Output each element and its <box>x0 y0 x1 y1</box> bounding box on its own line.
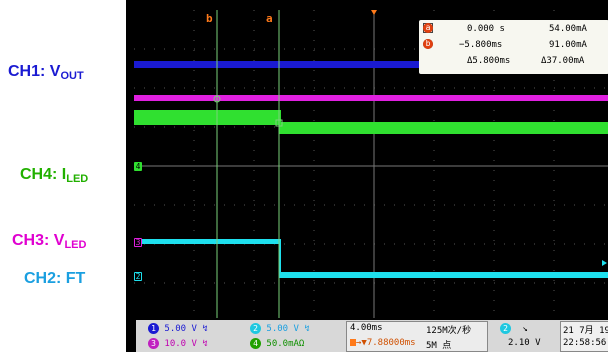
cursor-a-value: 54.00mA <box>549 24 587 34</box>
cursor-a-tag[interactable]: a <box>266 12 273 25</box>
date-value: 21 7月 19 <box>563 326 608 336</box>
cursor-delta-time: Δ5.800ms <box>467 56 511 66</box>
cursor-b-marker <box>213 95 221 103</box>
ch1-trace <box>134 61 608 68</box>
sample-rate-value: 125M次/秒 <box>426 326 472 336</box>
waveform-svg <box>134 10 608 318</box>
trigger-position-value: →▼7.88000ms <box>350 338 416 348</box>
ch2-trace-high <box>134 239 280 244</box>
ch3-label: CH3: VLED <box>12 232 87 251</box>
ch4-trace-low <box>280 122 608 134</box>
ch3-scale[interactable]: 3 10.0 V ↯ <box>148 338 208 349</box>
cursor-readout-panel: a 0.000 s 54.00mA b −5.800ms 91.00mA Δ5.… <box>419 20 608 74</box>
ch4-label: CH4: ILED <box>20 166 89 185</box>
ch4-trace-high <box>134 110 280 125</box>
ch1-scale[interactable]: 1 5.00 V ↯ <box>148 323 208 334</box>
horizontal-settings[interactable] <box>346 321 488 352</box>
cursor-b-time: −5.800ms <box>459 40 503 50</box>
ch2-offscreen-arrow <box>602 260 607 266</box>
ch2-trace-low <box>280 272 608 278</box>
record-length-value: 5M 点 <box>426 341 452 351</box>
oscilloscope-screen: b a 4 3 2 a 0.000 s 54.00mA b −5.800ms 9… <box>126 0 608 352</box>
ch2-offset-marker[interactable]: 2 <box>134 272 142 281</box>
ch2-label: CH2: FT <box>24 270 86 287</box>
status-bar: 1 5.00 V ↯ 2 5.00 V ↯ 3 10.0 V ↯ 4 50.0m… <box>136 320 608 352</box>
ch2-scale[interactable]: 2 5.00 V ↯ <box>250 323 310 334</box>
ch3-trace <box>134 95 608 101</box>
trigger-position-arrow <box>371 10 377 15</box>
cursor-b-value: 91.00mA <box>549 40 587 50</box>
ch4-scale[interactable]: 4 50.0mAΩ <box>250 338 304 349</box>
cursor-b-tag[interactable]: b <box>206 12 213 25</box>
trigger-level-value: 2.10 V <box>508 338 541 348</box>
time-value: 22:58:56 <box>563 338 607 348</box>
cursor-delta-value: Δ37.00mA <box>541 56 585 66</box>
ch1-label: CH1: VOUT <box>8 63 84 82</box>
cursor-a-marker <box>275 119 283 127</box>
cursor-a-time: 0.000 s <box>467 24 505 34</box>
ch4-offset-marker[interactable]: 4 <box>134 162 142 171</box>
timebase-value: 4.00ms <box>350 323 383 333</box>
trigger-settings[interactable]: 2 ↘ <box>500 323 528 334</box>
ch3-offset-marker[interactable]: 3 <box>134 238 142 247</box>
